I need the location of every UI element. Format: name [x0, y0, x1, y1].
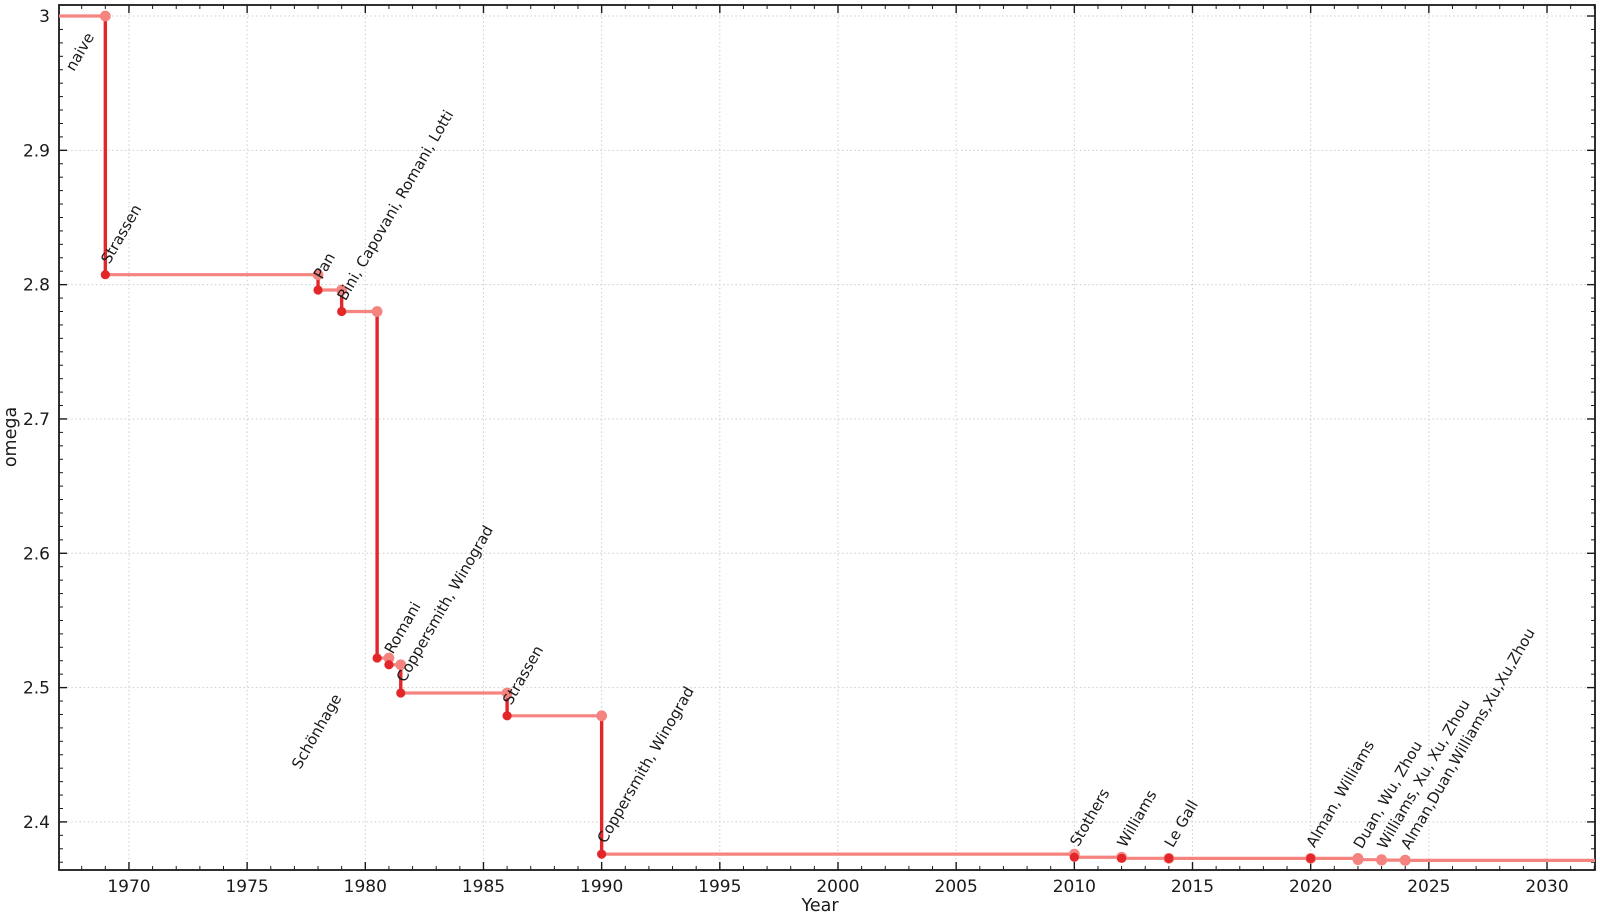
data-point-marker-previous	[383, 652, 395, 664]
gridlines	[59, 5, 1595, 870]
y-tick-label: 2.9	[23, 141, 50, 161]
x-tick-label: 2015	[1171, 877, 1214, 897]
data-point-marker-new	[1069, 852, 1079, 862]
point-label: Alman,Duan,Williams,Xu,Xu,Zhou	[1397, 625, 1539, 852]
x-axis-label: Year	[800, 896, 839, 916]
y-axis-label: omega	[1, 407, 21, 467]
x-tick-label: 2020	[1289, 877, 1332, 897]
data-point-marker-new	[337, 306, 347, 317]
data-point-marker-previous	[501, 687, 513, 699]
y-tick-label: 2.4	[23, 813, 50, 833]
data-point-marker-new	[1164, 853, 1174, 863]
chart-render-root: 1970 1975 1980 1985 1990 1995 2000 2005 2010 2015…	[23, 4, 1596, 897]
step-line-vertical-segments	[103, 16, 1407, 861]
previous-value-markers	[99, 10, 1411, 866]
data-point-marker-previous	[596, 710, 608, 722]
x-tick-label: 1975	[225, 877, 268, 897]
point-label: Williams	[1113, 787, 1160, 851]
point-label: Bini, Capovani, Romani, Lotti	[334, 107, 458, 303]
x-tick-label: 2005	[935, 877, 978, 897]
new-result-markers	[100, 270, 1411, 866]
point-label: Schönhage	[288, 691, 345, 772]
data-point-marker-new	[313, 285, 323, 295]
step-line-horizontal-segments	[59, 14, 1595, 863]
data-point-marker-new	[372, 653, 382, 663]
x-tick-label: 1980	[344, 877, 387, 897]
data-point-marker-previous	[312, 269, 324, 281]
data-point-marker-new	[384, 660, 394, 670]
x-tick-label: 2030	[1525, 877, 1568, 897]
point-label: Strassen	[499, 642, 547, 707]
data-point-marker-recent	[1376, 854, 1387, 866]
tick-labels: 1970 1975 1980 1985 1990 1995 2000 2005 2010 2015…	[23, 7, 1569, 897]
y-tick-label: 2.6	[23, 544, 50, 564]
data-point-marker-recent	[1399, 855, 1411, 866]
y-tick-label: 2.7	[23, 410, 50, 430]
data-point-marker-previous	[99, 10, 111, 22]
x-tick-label: 1995	[698, 877, 741, 897]
x-tick-label: 1990	[580, 877, 623, 897]
point-label: Le Gall	[1161, 797, 1202, 850]
point-label: Stothers	[1066, 785, 1113, 849]
data-point-marker-recent	[1352, 854, 1364, 866]
data-point-marker-new	[1306, 853, 1316, 863]
data-point-marker-previous	[336, 284, 348, 296]
y-tick-label: 2.8	[23, 276, 50, 296]
data-point-marker-new	[502, 711, 512, 721]
y-tick-label: 2.5	[23, 679, 50, 699]
x-tick-label: 2010	[1053, 877, 1096, 897]
x-tick-label: 1970	[107, 877, 150, 897]
point-label: naive	[62, 30, 98, 74]
data-point-marker-new	[1117, 853, 1127, 863]
plot-border	[58, 4, 1596, 871]
data-point-marker-new	[100, 270, 110, 280]
data-point-marker-new	[396, 688, 406, 698]
x-tick-label: 2000	[816, 877, 859, 897]
x-tick-label: 1985	[462, 877, 505, 897]
x-tick-label: 2025	[1407, 877, 1450, 897]
data-point-marker-previous	[395, 659, 407, 671]
y-tick-label: 3	[39, 7, 50, 27]
data-point-marker-previous	[371, 306, 383, 317]
data-point-marker-new	[597, 849, 607, 859]
